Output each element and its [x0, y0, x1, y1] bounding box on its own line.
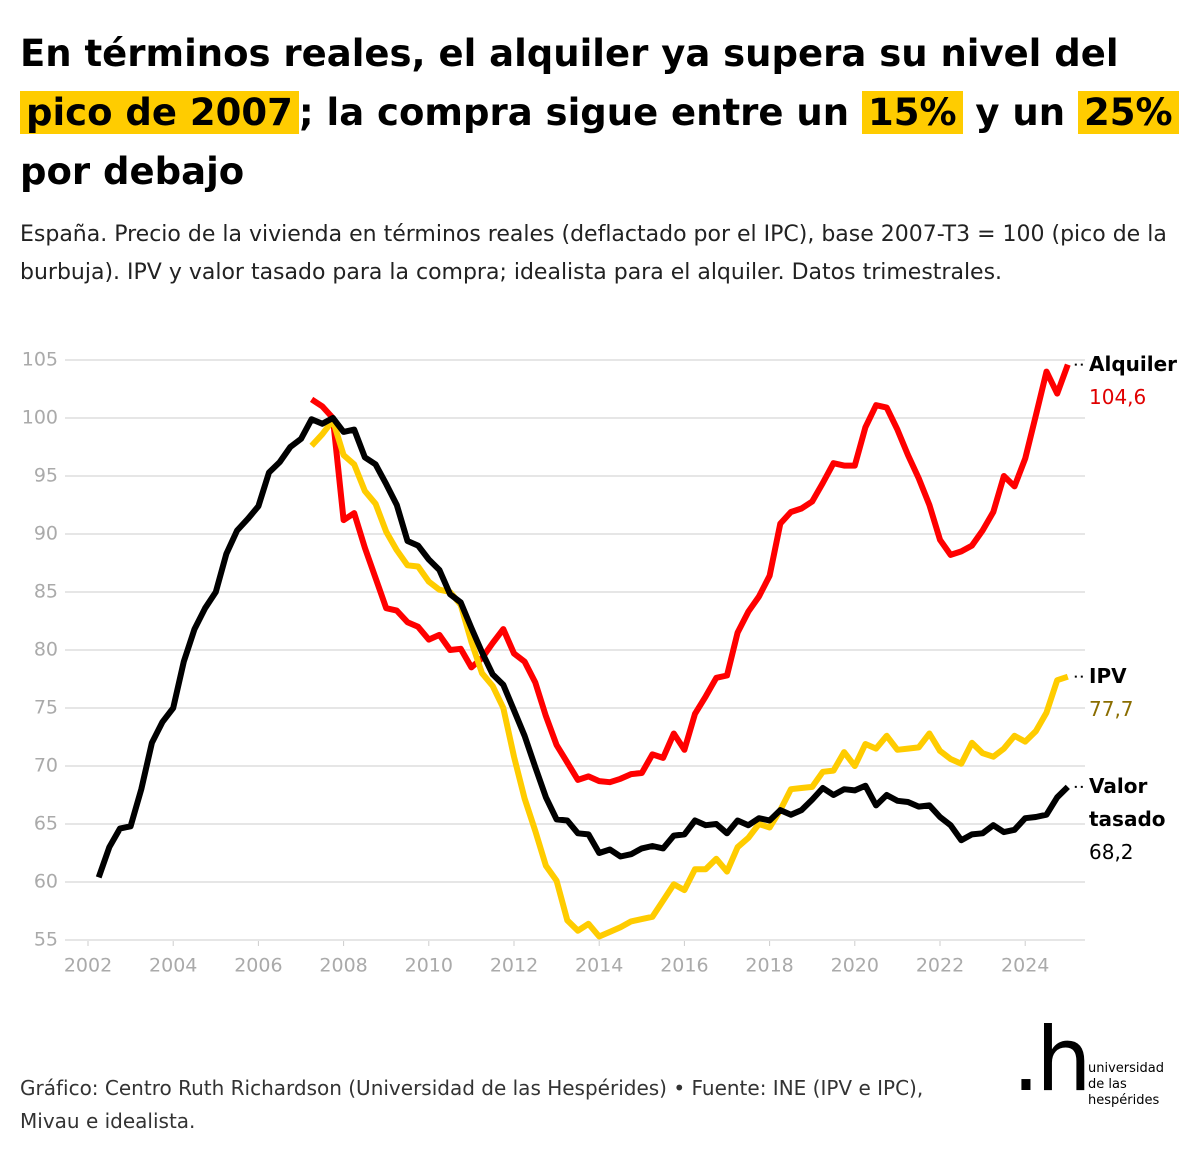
y-tick-label: 60: [34, 871, 58, 893]
legend-entry: Alquiler: [1089, 351, 1178, 376]
y-tick-label: 105: [22, 349, 58, 371]
y-tick-label: 85: [34, 581, 58, 603]
chart-subtitle: España. Precio de la vivienda en término…: [20, 222, 1167, 285]
y-tick-label: 100: [22, 407, 58, 429]
title-highlight: 15%: [861, 91, 963, 134]
logo-mark: .h: [1012, 1008, 1092, 1111]
end-label: Alquiler 104,6: [1089, 348, 1199, 414]
title-highlight: 25%: [1077, 91, 1179, 134]
x-tick-label: 2010: [405, 955, 453, 977]
title-highlight: pico de 2007: [20, 91, 299, 134]
legend-entry: Valor tasado: [1089, 773, 1166, 831]
logo-text: universidad de las hespérides: [1088, 1061, 1164, 1108]
x-tick-label: 2022: [916, 955, 964, 977]
series-line: [309, 417, 1069, 940]
data-label: 68,2: [1089, 839, 1134, 864]
data-label: 104,6: [1089, 384, 1147, 409]
title-text: por debajo: [20, 150, 245, 193]
source-note: Gráfico: Centro Ruth Richardson (Univers…: [20, 1076, 924, 1133]
x-tick-label: 2014: [575, 955, 623, 977]
x-tick-label: 2018: [745, 955, 793, 977]
legend-entry: IPV: [1089, 663, 1127, 688]
x-tick-label: 2002: [64, 955, 112, 977]
x-tick-label: 2016: [660, 955, 708, 977]
title-text: En términos reales, el alquiler ya super…: [20, 32, 1119, 75]
series-line: [95, 415, 1070, 879]
title-text: y un: [962, 91, 1078, 134]
x-tick-label: 2004: [149, 955, 197, 977]
y-tick-label: 55: [34, 929, 58, 951]
title-text: ; la compra sigue entre un: [298, 91, 862, 134]
y-tick-label: 75: [34, 697, 58, 719]
y-tick-label: 80: [34, 639, 58, 661]
y-tick-label: 90: [34, 523, 58, 545]
x-tick-label: 2006: [234, 955, 282, 977]
chart-title: En términos reales, el alquiler ya super…: [20, 24, 1180, 201]
end-label: IPV 77,7: [1089, 660, 1199, 726]
y-tick-label: 70: [34, 755, 58, 777]
x-tick-label: 2024: [1001, 955, 1049, 977]
series-line: [309, 363, 1071, 786]
end-label: Valor tasado 68,2: [1089, 770, 1199, 869]
x-tick-label: 2012: [490, 955, 538, 977]
data-label: 77,7: [1089, 696, 1134, 721]
y-tick-label: 95: [34, 465, 58, 487]
x-tick-label: 2020: [831, 955, 879, 977]
x-tick-label: 2008: [319, 955, 367, 977]
y-tick-label: 65: [34, 813, 58, 835]
